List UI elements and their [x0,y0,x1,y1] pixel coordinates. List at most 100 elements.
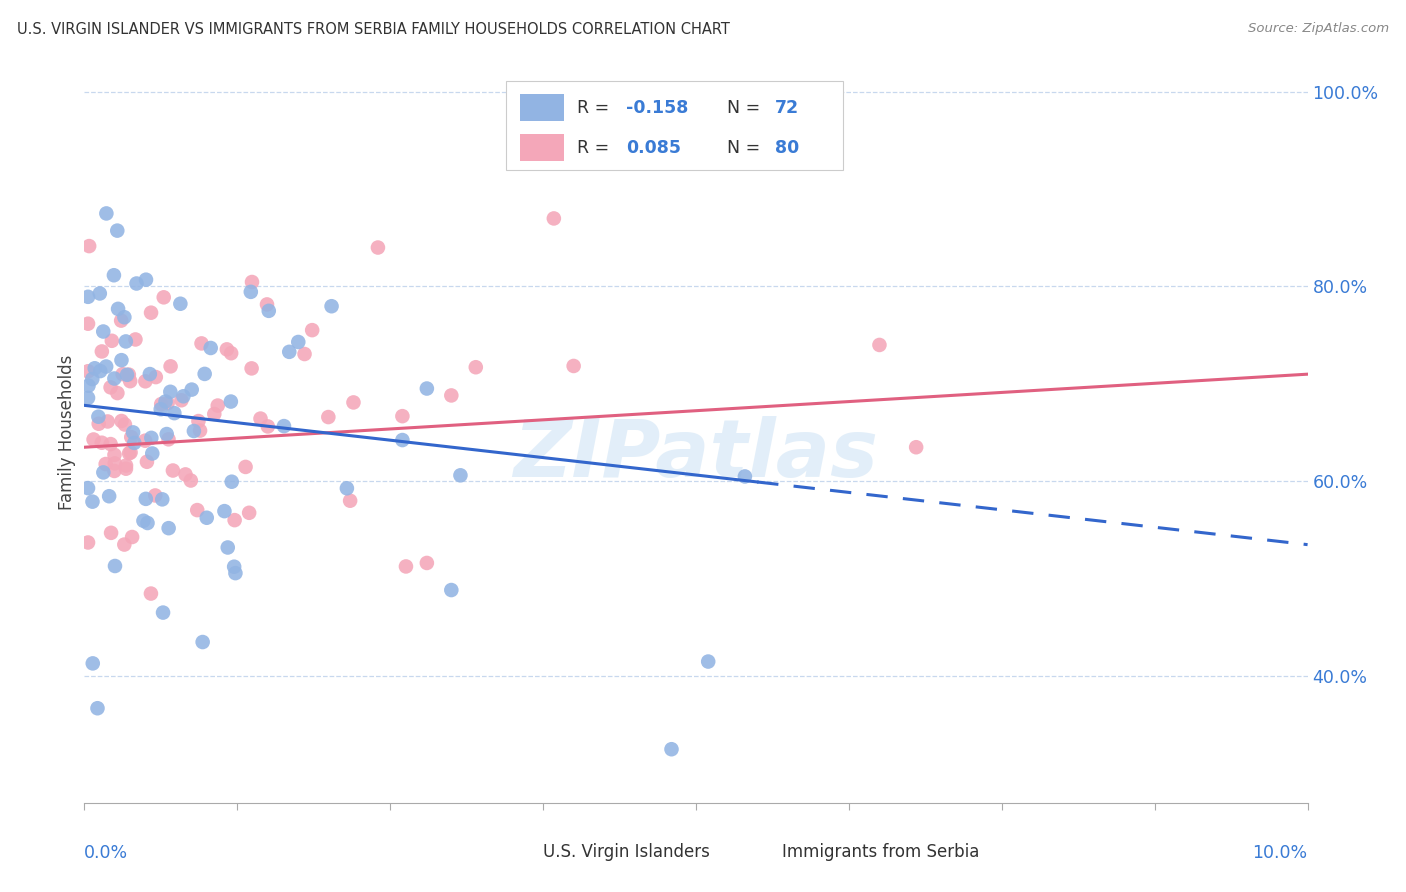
Point [110,353,132,368]
Point [188,424,211,438]
Point [103,268,125,283]
Text: 72: 72 [775,99,799,117]
Point [124,333,146,347]
Point [174,467,197,482]
Point [89,364,111,378]
Point [141,446,163,460]
Point [190,336,212,351]
Point [77,317,100,331]
Point [336,481,359,495]
Point [215,343,238,357]
Point [141,431,163,445]
Point [169,297,191,311]
Point [125,277,148,291]
FancyBboxPatch shape [506,81,842,169]
Point [139,367,162,381]
Point [112,310,135,325]
Point [139,306,162,320]
Point [734,469,756,483]
Point [240,275,263,289]
Bar [520,135,564,161]
Point [278,344,301,359]
Point [273,419,295,434]
Text: N =: N = [727,138,766,157]
Point [257,303,280,318]
Point [90,435,112,450]
Point [135,491,157,506]
Point [149,402,172,417]
Point [416,556,439,570]
Text: Source: ZipAtlas.com: Source: ZipAtlas.com [1249,22,1389,36]
Text: U.S. Virgin Islanders: U.S. Virgin Islanders [543,843,710,861]
Point [186,503,208,517]
Point [118,446,141,460]
Point [145,370,167,384]
Point [110,313,132,327]
Point [120,430,142,444]
Point [118,368,141,382]
Point [661,742,683,756]
Point [202,407,225,421]
Point [150,492,173,507]
Point [257,419,280,434]
Point [194,367,217,381]
Point [449,468,471,483]
Point [110,414,132,428]
Point [112,537,135,551]
Point [87,409,110,424]
Point [114,417,136,432]
Text: Immigrants from Serbia: Immigrants from Serbia [782,843,979,861]
Point [86,701,108,715]
Point [156,427,179,442]
Point [107,301,129,316]
Point [122,425,145,440]
Point [155,394,177,409]
Point [339,493,361,508]
Point [124,436,146,450]
Point [180,383,202,397]
Point [162,463,184,477]
Point [82,657,104,671]
Point [464,360,486,375]
Point [239,285,262,299]
Point [159,359,181,374]
Point [321,299,343,313]
Point [224,559,246,574]
Point [240,361,263,376]
Point [77,364,100,378]
Point [94,457,117,471]
Bar [745,839,775,863]
Point [82,494,104,508]
Point [367,240,389,255]
Point [111,367,134,381]
Point [416,382,439,396]
Point [136,516,159,530]
Point [180,474,202,488]
Text: N =: N = [727,99,766,117]
Point [120,374,142,388]
Point [156,396,179,410]
Text: 0.085: 0.085 [626,138,681,157]
Point [115,461,138,475]
Text: U.S. VIRGIN ISLANDER VS IMMIGRANTS FROM SERBIA FAMILY HOUSEHOLDS CORRELATION CHA: U.S. VIRGIN ISLANDER VS IMMIGRANTS FROM … [17,22,730,37]
Point [219,394,242,409]
Point [195,510,218,524]
Point [543,211,565,226]
Point [77,391,100,405]
Point [217,541,239,555]
Point [121,530,143,544]
Bar [506,839,536,863]
Point [219,346,242,360]
Point [100,380,122,394]
Y-axis label: Family Households: Family Households [58,355,76,510]
Point [100,525,122,540]
Point [96,206,118,220]
Point [869,338,891,352]
Point [120,445,142,459]
Point [157,521,180,535]
Point [136,455,159,469]
Point [104,559,127,574]
Point [905,440,928,454]
Point [224,513,246,527]
Point [105,224,128,238]
